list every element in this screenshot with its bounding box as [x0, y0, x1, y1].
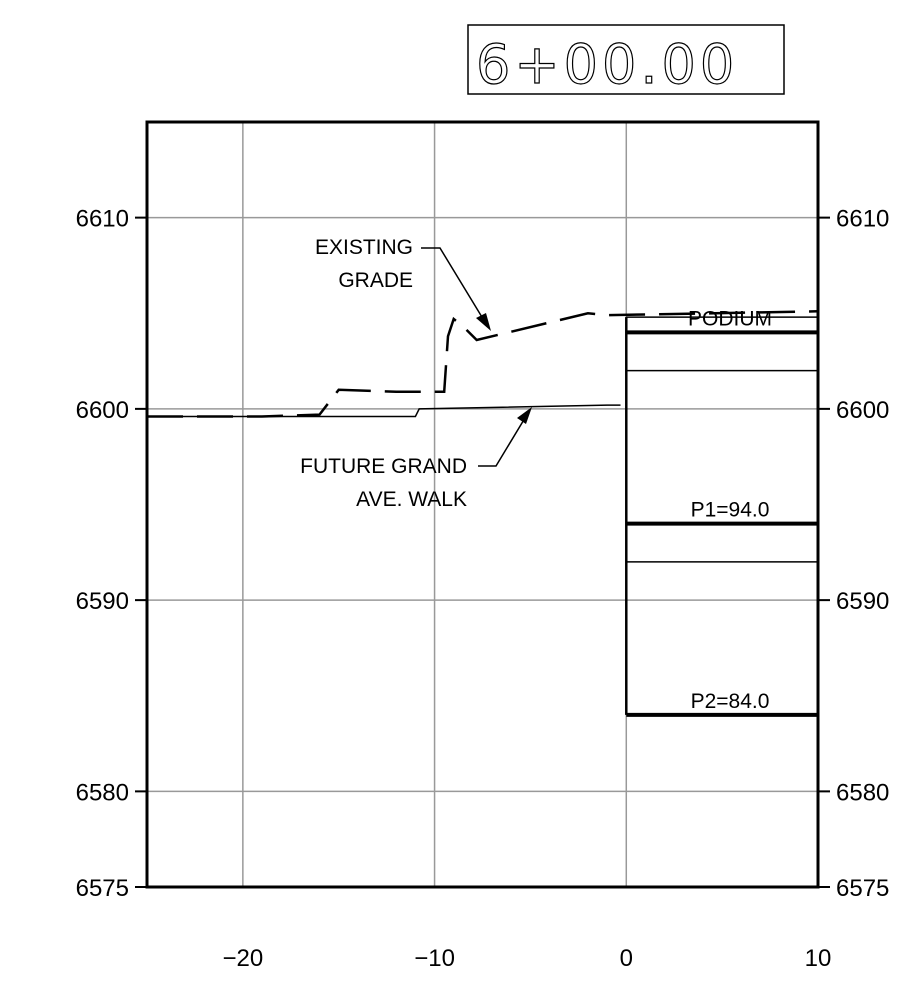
- x-label-10: 10: [805, 945, 832, 972]
- plot-frame: [145, 120, 820, 889]
- existing-grade-leader: [421, 247, 489, 328]
- y-label-right-6610: 6610: [836, 206, 889, 233]
- grid-lines: [147, 122, 818, 887]
- station-label-box: [467, 24, 785, 95]
- x-label-0: 0: [620, 945, 633, 972]
- level-label-p1: P1=94.0: [691, 499, 770, 522]
- y-label-right-6575: 6575: [836, 875, 889, 902]
- y-label-left-6610: 6610: [76, 206, 129, 233]
- future-walk-label-line2: AVE. WALK: [356, 488, 467, 511]
- station-label: 6+00.00: [476, 33, 738, 96]
- y-label-right-6600: 6600: [836, 397, 889, 424]
- future-walk-line: [147, 404, 621, 418]
- elevation-axis: 6610 6610 6600 6600 6590 6590 6580 6580 6575 6575: [76, 206, 890, 902]
- y-label-right-6580: 6580: [836, 779, 889, 806]
- existing-grade-annotation: EXISTING GRADE: [315, 236, 491, 331]
- future-walk-leader: [478, 412, 529, 467]
- y-label-left-6590: 6590: [76, 588, 129, 615]
- future-walk-annotation: FUTURE GRAND AVE. WALK: [300, 407, 532, 511]
- x-label--10: −10: [414, 945, 455, 972]
- offset-axis: −20 −10 0 10: [222, 945, 831, 972]
- level-label-podium: PODIUM: [688, 307, 772, 330]
- level-label-p2: P2=84.0: [691, 690, 770, 713]
- existing-grade-arrowhead: [476, 313, 491, 331]
- future-walk-arrowhead: [517, 407, 532, 424]
- y-label-left-6580: 6580: [76, 779, 129, 806]
- x-label--20: −20: [222, 945, 263, 972]
- ground-profiles: [147, 310, 819, 418]
- existing-grade-line: [147, 310, 819, 418]
- station-label-group: 6+00.00: [467, 24, 785, 97]
- structure-levels: PODIUM P1=94.0 P2=84.0: [625, 307, 818, 717]
- y-label-left-6575: 6575: [76, 875, 129, 902]
- existing-grade-label-line2: GRADE: [338, 269, 413, 292]
- y-label-left-6600: 6600: [76, 397, 129, 424]
- future-walk-label-line1: FUTURE GRAND: [300, 455, 467, 478]
- y-label-right-6590: 6590: [836, 588, 889, 615]
- existing-grade-label-line1: EXISTING: [315, 236, 413, 259]
